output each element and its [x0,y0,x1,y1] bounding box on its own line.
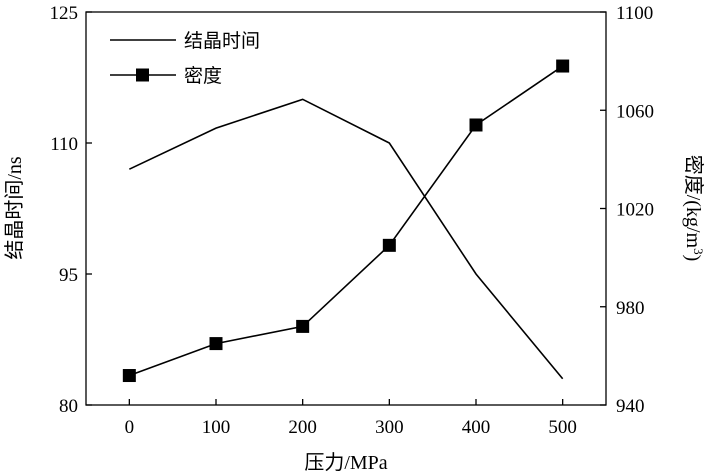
legend-label-density: 密度 [184,65,222,87]
plot-frame [85,11,607,406]
left-y-tick-label: 110 [50,134,78,155]
left-y-tick-label: 80 [59,396,78,417]
right-y-tick-label: 1020 [616,200,654,221]
density-point-marker [556,59,570,73]
x-tick-label: 200 [288,417,317,438]
right-y-axis-ticks: 940 980 1020 1060 1100 [600,3,654,417]
right-y-tick-label: 1060 [616,101,654,122]
x-tick-label: 300 [375,417,404,438]
series-line-density [129,65,564,377]
x-tick-label: 100 [202,417,231,438]
left-y-axis-label: 结晶时间/ns [3,156,26,260]
right-y-axis-label-end: ) [682,255,704,262]
left-y-tick-label: 95 [59,265,78,286]
right-y-axis-label: 密度/(kg/m3) [682,155,707,262]
density-point-marker [296,319,310,333]
legend-square-marker [136,68,149,82]
left-y-tick-label: 125 [50,3,79,24]
series-line-crystallization-time [128,98,564,380]
density-point-marker [382,238,396,252]
density-point-marker [209,337,223,351]
x-tick-label: 500 [548,417,577,438]
density-point-marker [469,118,483,132]
right-y-tick-label: 980 [616,298,645,319]
series-layer [122,59,570,383]
legend-label-crystallization-time: 结晶时间 [184,30,260,52]
right-y-axis-label-main: 密度/(kg/m [682,155,705,249]
x-tick-label: 0 [125,417,135,438]
left-y-axis-ticks: 80 95 110 125 [50,3,92,417]
x-axis-ticks: 0 100 200 300 400 500 [125,399,577,438]
density-point-marker [122,369,136,383]
right-y-axis-label-superscript: 3 [692,248,707,255]
x-axis-label: 压力/MPa [304,451,387,474]
legend: 结晶时间 密度 [110,30,260,87]
right-y-tick-label: 940 [616,396,645,417]
right-y-tick-label: 1100 [616,3,653,24]
x-tick-label: 400 [462,417,491,438]
